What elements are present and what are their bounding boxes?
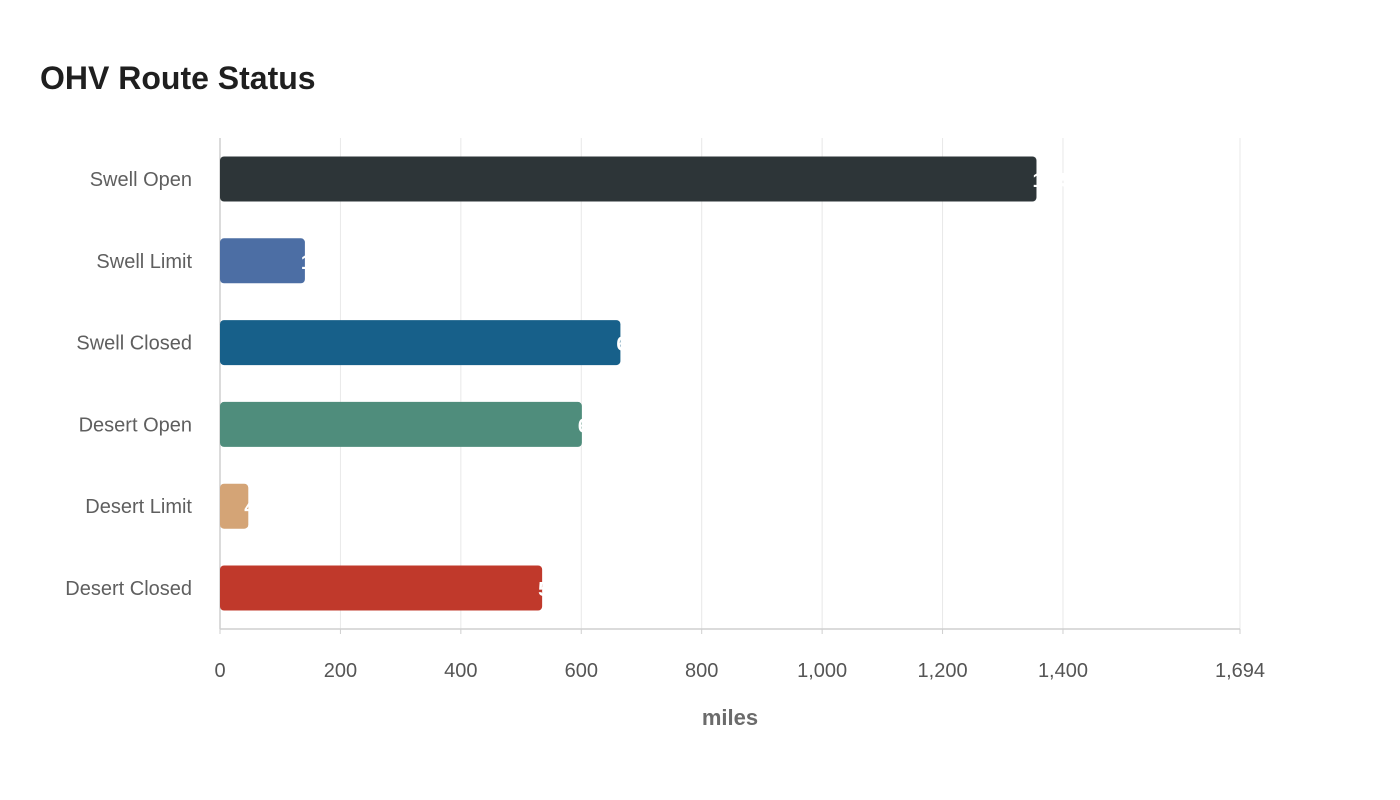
category-label: Desert Closed: [65, 578, 192, 600]
chart-title: OHV Route Status: [40, 60, 316, 96]
category-label: Swell Limit: [96, 251, 192, 273]
category-label: Swell Closed: [76, 333, 192, 355]
x-tick-label: 1,694: [1215, 660, 1265, 682]
bar[interactable]: [220, 156, 1037, 202]
data-label: 1,356: [1032, 170, 1082, 192]
data-label: 665: [616, 334, 649, 356]
x-tick-label: 600: [565, 660, 598, 682]
x-tick-label: 800: [685, 660, 718, 682]
bar[interactable]: [220, 320, 621, 366]
category-label: Desert Open: [79, 414, 192, 436]
x-tick-label: 400: [444, 660, 477, 682]
x-tick-label: 0: [214, 660, 225, 682]
data-label: 601: [578, 415, 611, 437]
data-label: 47: [244, 497, 266, 519]
x-tick-label: 1,000: [797, 660, 847, 682]
category-label: Swell Open: [90, 169, 192, 191]
data-label: 141: [301, 252, 334, 274]
bar[interactable]: [220, 238, 305, 284]
data-label: 535: [538, 579, 571, 601]
x-axis-label: miles: [702, 705, 758, 730]
x-tick-label: 1,400: [1038, 660, 1088, 682]
bar[interactable]: [220, 565, 543, 611]
x-tick-label: 1,200: [918, 660, 968, 682]
x-tick-label: 200: [324, 660, 357, 682]
bar[interactable]: [220, 401, 582, 447]
bar[interactable]: [220, 483, 249, 529]
category-label: Desert Limit: [85, 496, 192, 518]
